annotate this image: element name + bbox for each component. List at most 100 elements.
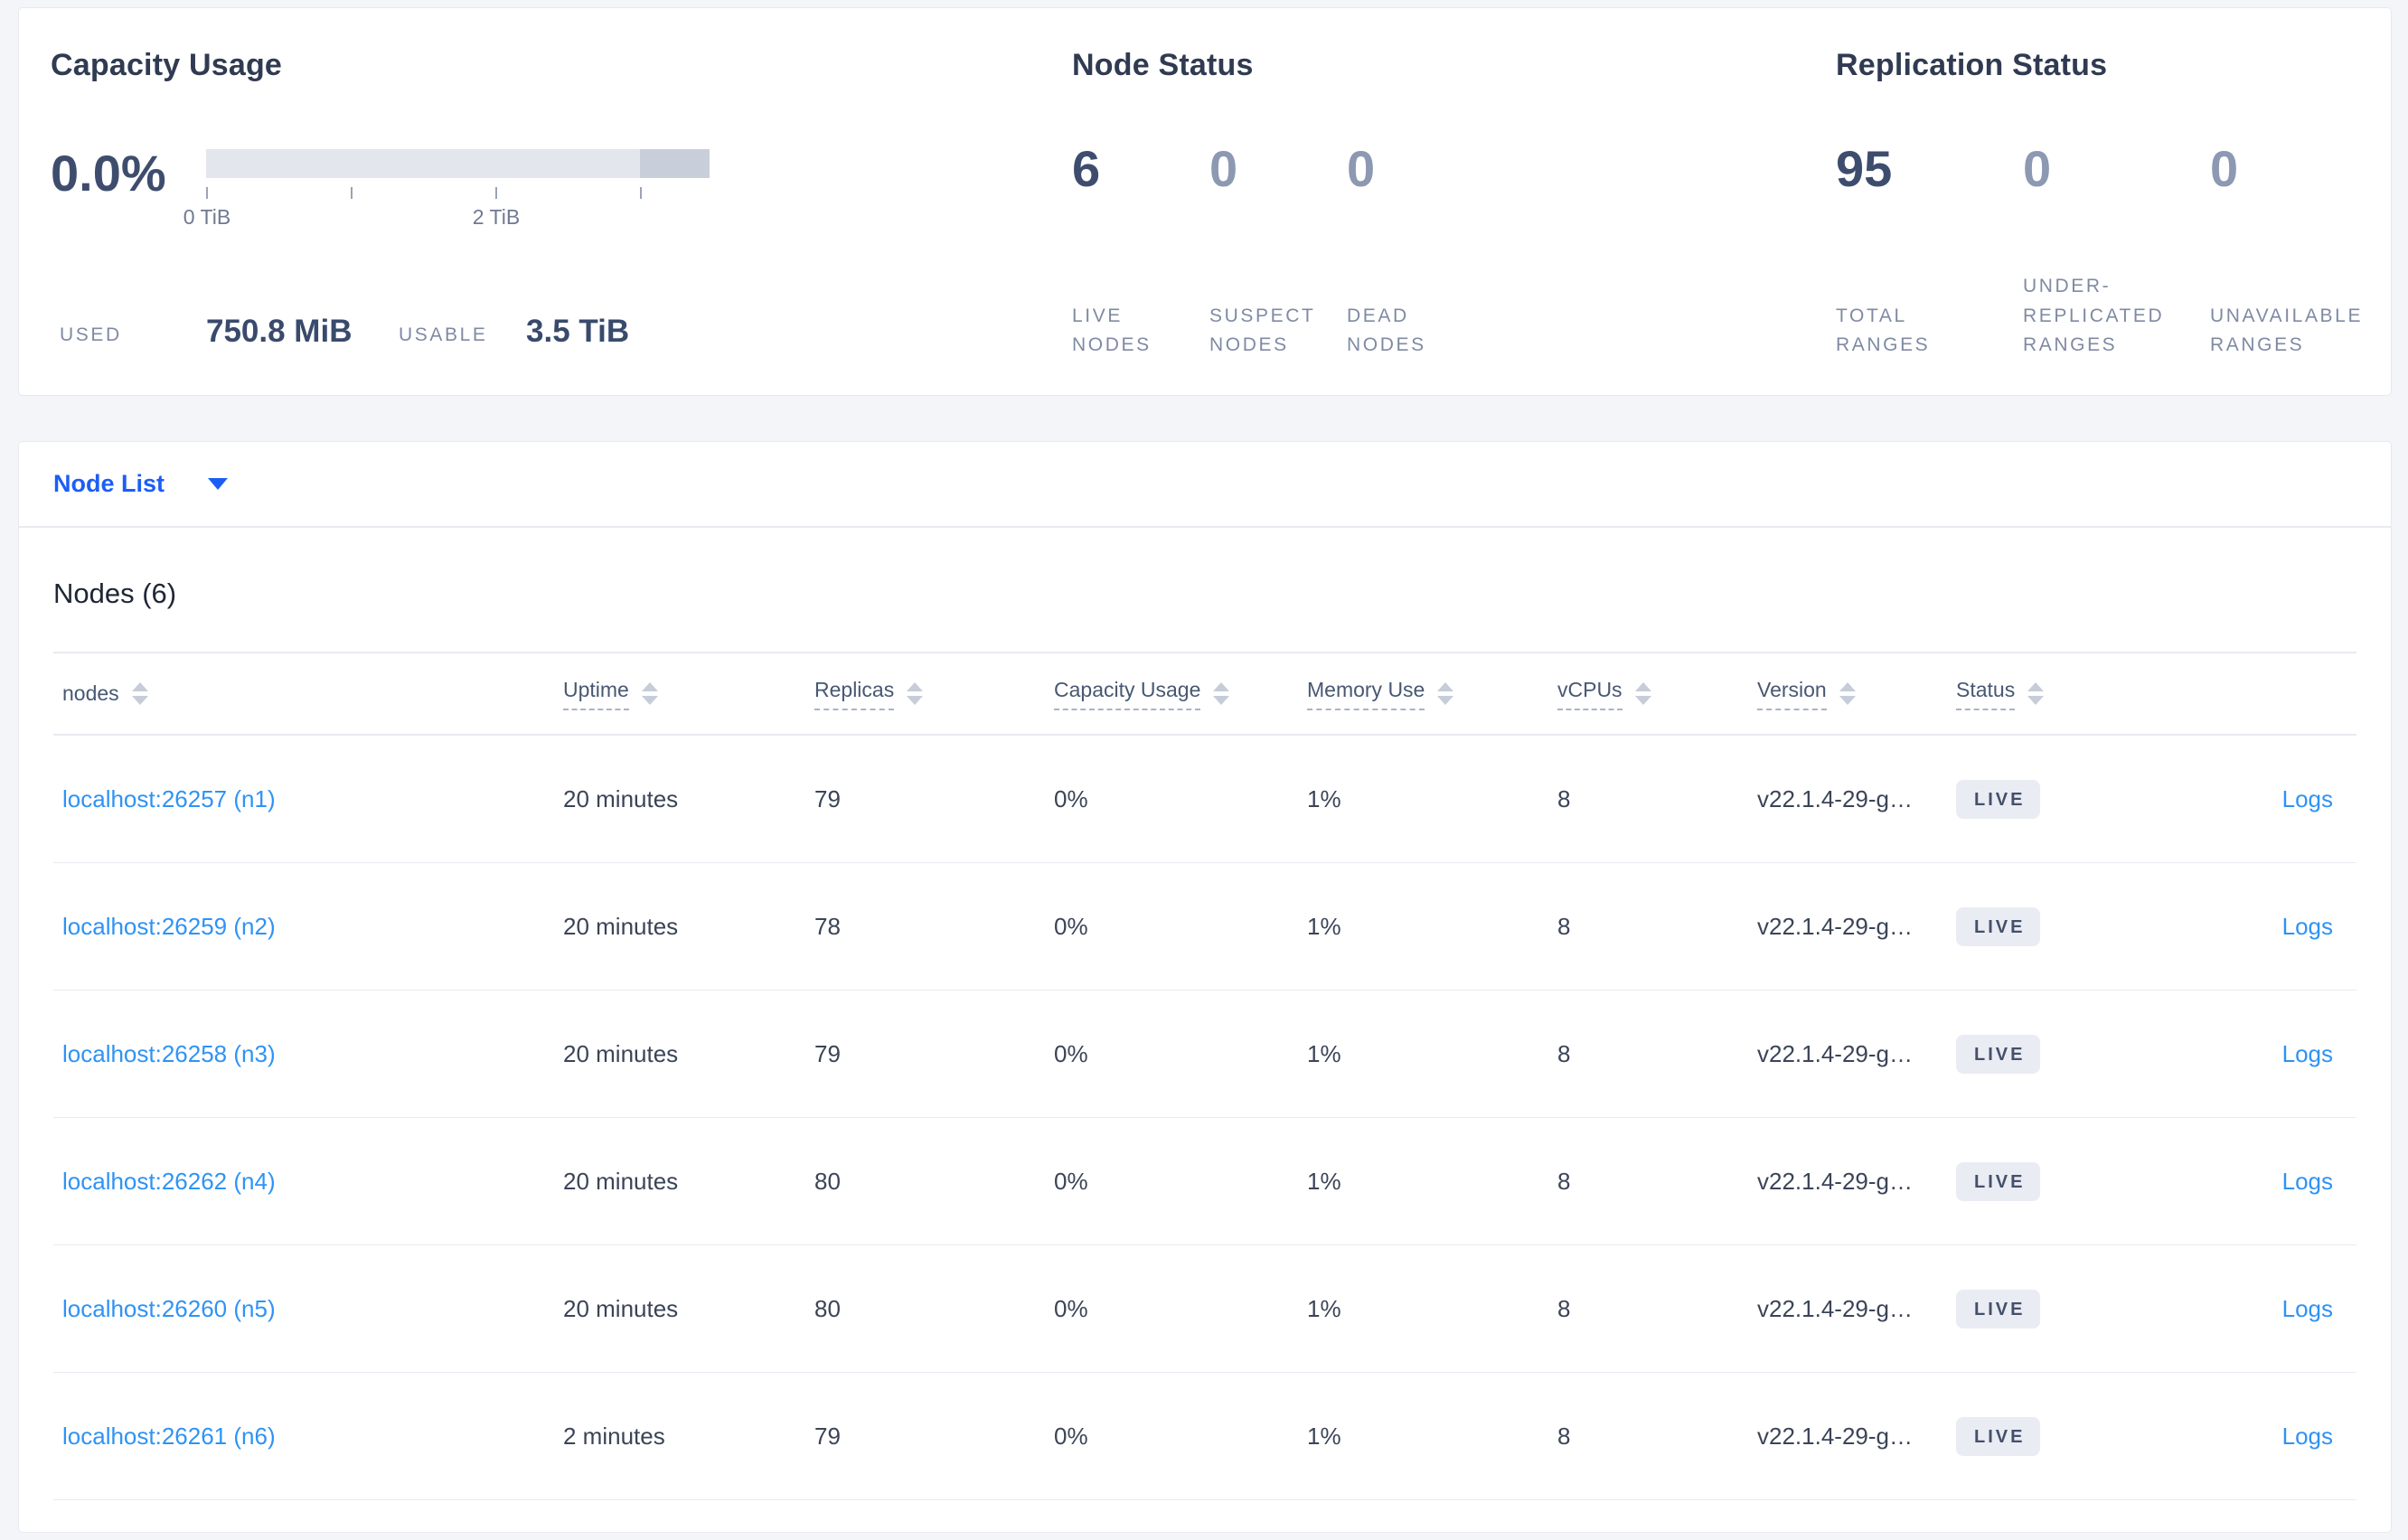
sort-icon[interactable] bbox=[1213, 682, 1230, 705]
column-header-label: Uptime bbox=[563, 678, 629, 710]
version-cell: v22.1.4-29-g… bbox=[1757, 784, 1913, 812]
stat-value: 0 bbox=[1209, 140, 1238, 197]
sort-asc-icon bbox=[131, 682, 148, 691]
nodes-section: Nodes (6) nodes Uptime Replicas Capacity Us… bbox=[19, 528, 2391, 1500]
vcpus-cell: 8 bbox=[1557, 1422, 1571, 1450]
memory-use-cell: 1% bbox=[1307, 1039, 1341, 1067]
sort-desc-icon bbox=[131, 696, 148, 705]
capacity-bar-track bbox=[206, 149, 710, 178]
column-header-replicas: Replicas bbox=[814, 678, 1054, 710]
nodes-table: nodes Uptime Replicas Capacity Usage Memory … bbox=[53, 652, 2356, 1500]
replication-status-panel: Replication Status 95 TOTAL RANGES 0 UNDER- R… bbox=[1836, 8, 2387, 395]
replicas-cell: 79 bbox=[814, 1422, 841, 1450]
sort-asc-icon bbox=[1213, 682, 1230, 691]
replicas-cell: 78 bbox=[814, 912, 841, 940]
version-cell: v22.1.4-29-g… bbox=[1757, 1039, 1913, 1067]
logs-cell: Logs bbox=[2137, 1040, 2356, 1068]
logs-link[interactable]: Logs bbox=[2281, 1422, 2333, 1450]
stat-value: 0 bbox=[1347, 140, 1376, 197]
axis-tick bbox=[495, 187, 497, 199]
stat-label: UNDER- REPLICATED RANGES bbox=[2023, 276, 2165, 356]
node-link[interactable]: localhost:26259 (n2) bbox=[62, 912, 276, 940]
logs-link[interactable]: Logs bbox=[2281, 1294, 2333, 1322]
column-header-version: Version bbox=[1757, 678, 1956, 710]
stat-label: LIVE NODES bbox=[1072, 305, 1152, 356]
axis-tick bbox=[206, 187, 208, 199]
replicas-cell: 80 bbox=[814, 1167, 841, 1195]
column-header-label: nodes bbox=[62, 681, 119, 705]
stat-value: 0 bbox=[2023, 140, 2052, 197]
used-value: 750.8 MiB bbox=[206, 314, 353, 349]
node-link[interactable]: localhost:26261 (n6) bbox=[62, 1422, 276, 1450]
status-cell: LIVE bbox=[1956, 1416, 2137, 1456]
node-list-card: Node List Nodes (6) nodes Uptime Replicas C… bbox=[18, 441, 2392, 1533]
axis-tick-label: 2 TiB bbox=[472, 205, 521, 229]
column-header-capacity-usage: Capacity Usage bbox=[1054, 678, 1307, 710]
sort-icon[interactable] bbox=[1839, 682, 1856, 705]
cluster-summary-panel: Capacity Usage 0.0% 0 TiB 2 TiB USED 750… bbox=[18, 7, 2392, 396]
vcpus-cell: 8 bbox=[1557, 912, 1571, 940]
capacity-usage-cell: 0% bbox=[1054, 784, 1088, 812]
node-link[interactable]: localhost:26257 (n1) bbox=[62, 784, 276, 812]
sort-icon[interactable] bbox=[907, 682, 924, 705]
logs-cell: Logs bbox=[2137, 1423, 2356, 1451]
node-link[interactable]: localhost:26262 (n4) bbox=[62, 1167, 276, 1195]
capacity-usage-title: Capacity Usage bbox=[51, 48, 283, 82]
column-header-memory-use: Memory Use bbox=[1307, 678, 1557, 710]
capacity-usage-cell: 0% bbox=[1054, 1167, 1088, 1195]
capacity-usage-cell: 0% bbox=[1054, 1294, 1088, 1322]
sort-icon[interactable] bbox=[2027, 682, 2045, 705]
node-list-dropdown-label: Node List bbox=[53, 470, 165, 497]
stat-label: SUSPECT NODES bbox=[1209, 305, 1316, 356]
sort-icon[interactable] bbox=[641, 682, 658, 705]
replicas-cell: 79 bbox=[814, 784, 841, 812]
logs-link[interactable]: Logs bbox=[2281, 912, 2333, 940]
version-cell: v22.1.4-29-g… bbox=[1757, 912, 1913, 940]
logs-link[interactable]: Logs bbox=[2281, 1039, 2333, 1067]
sort-icon[interactable] bbox=[1437, 682, 1454, 705]
sort-asc-icon bbox=[1437, 682, 1454, 691]
column-header-label: vCPUs bbox=[1557, 678, 1623, 710]
status-cell: LIVE bbox=[1956, 1289, 2137, 1329]
node-status-title: Node Status bbox=[1072, 48, 1254, 82]
memory-use-cell: 1% bbox=[1307, 1422, 1341, 1450]
uptime-cell: 20 minutes bbox=[563, 912, 679, 940]
sort-desc-icon bbox=[1839, 696, 1856, 705]
stat-total-ranges: 95 TOTAL RANGES bbox=[1836, 144, 2023, 361]
stat-label: UNAVAILABLE RANGES bbox=[2210, 305, 2364, 356]
logs-link[interactable]: Logs bbox=[2281, 1167, 2333, 1195]
logs-link[interactable]: Logs bbox=[2281, 784, 2333, 812]
sort-desc-icon bbox=[907, 696, 924, 705]
node-status-panel: Node Status 6 LIVE NODES 0 SUSPECT NODES 0 DEAD… bbox=[1072, 8, 1795, 395]
capacity-usage-cell: 0% bbox=[1054, 912, 1088, 940]
uptime-cell: 20 minutes bbox=[563, 1039, 679, 1067]
vcpus-cell: 8 bbox=[1557, 1167, 1571, 1195]
column-header-status: Status bbox=[1956, 678, 2137, 710]
table-row: localhost:26258 (n3) 20 minutes 79 0% 1% 8 v22… bbox=[53, 991, 2356, 1118]
usable-value: 3.5 TiB bbox=[526, 314, 630, 349]
vcpus-cell: 8 bbox=[1557, 784, 1571, 812]
column-header-label: Version bbox=[1757, 678, 1827, 710]
capacity-percent-value: 0.0% bbox=[51, 145, 166, 202]
table-row: localhost:26261 (n6) 2 minutes 79 0% 1% 8 v22.… bbox=[53, 1373, 2356, 1500]
node-list-dropdown[interactable]: Node List bbox=[19, 442, 2391, 528]
axis-tick bbox=[640, 187, 642, 199]
node-link[interactable]: localhost:26258 (n3) bbox=[62, 1039, 276, 1067]
sort-asc-icon bbox=[641, 682, 658, 691]
capacity-usage-gauge: 0 TiB 2 TiB bbox=[183, 149, 710, 229]
sort-desc-icon bbox=[1213, 696, 1230, 705]
logs-cell: Logs bbox=[2137, 1168, 2356, 1196]
sort-icon[interactable] bbox=[131, 682, 148, 705]
node-link[interactable]: localhost:26260 (n5) bbox=[62, 1294, 276, 1322]
table-row: localhost:26260 (n5) 20 minutes 80 0% 1% 8 v22… bbox=[53, 1245, 2356, 1373]
status-badge: LIVE bbox=[1956, 1161, 2041, 1201]
axis-tick bbox=[351, 187, 353, 199]
table-row: localhost:26259 (n2) 20 minutes 78 0% 1% 8 v22… bbox=[53, 863, 2356, 991]
status-cell: LIVE bbox=[1956, 779, 2137, 819]
usable-label: USABLE bbox=[399, 324, 488, 345]
sort-icon[interactable] bbox=[1634, 682, 1651, 705]
sort-desc-icon bbox=[2027, 696, 2045, 705]
memory-use-cell: 1% bbox=[1307, 784, 1341, 812]
capacity-usage-cell: 0% bbox=[1054, 1422, 1088, 1450]
